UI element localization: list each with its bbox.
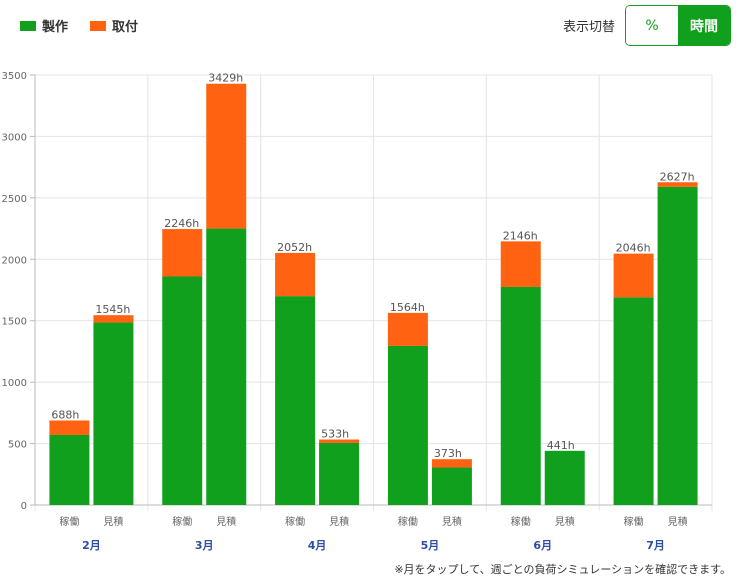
bar-production[interactable] [162,276,203,505]
y-tick-label: 3500 [2,71,27,82]
legend-swatch-production [20,20,36,31]
bar-production[interactable] [431,467,472,505]
bar-installation[interactable] [49,420,90,435]
x-category-label: 見積 [668,515,688,528]
display-toggle-label: 表示切替 [562,20,615,35]
bar-total-label: 2052h [277,241,312,254]
bar-total-label: 2627h [660,170,695,183]
bar-installation[interactable] [431,459,472,468]
x-category-label: 見積 [555,515,575,528]
x-category-label: 稼働 [398,515,418,528]
chart-legend: 製作 取付 [20,16,160,35]
bar-installation[interactable] [93,315,134,323]
bar-production[interactable] [206,228,247,506]
bar-installation[interactable] [275,252,316,297]
x-category-label: 稼働 [624,515,644,528]
y-tick-label: 2500 [2,194,27,205]
bar-total-label: 688h [51,408,79,421]
bar-production[interactable] [319,442,360,505]
bar-installation[interactable] [206,83,247,229]
x-category-label: 見積 [329,515,349,528]
y-tick-label: 1500 [2,317,27,328]
bar-production[interactable] [93,322,134,505]
y-tick-label: 0 [21,501,27,512]
legend-item-production[interactable]: 製作 [20,16,68,35]
month-label[interactable]: 6月 [533,539,552,552]
percent-toggle-button[interactable]: % [626,6,678,45]
legend-item-installation[interactable]: 取付 [90,16,138,35]
display-toggle-group: % 時間 [625,5,731,46]
bar-installation[interactable] [500,241,541,287]
y-tick-label: 2000 [2,255,27,266]
bar-total-label: 2046h [616,242,651,255]
legend-label-production: 製作 [42,20,69,35]
bar-total-label: 2246h [164,217,199,230]
x-category-label: 見積 [216,515,236,528]
x-category-label: 見積 [442,515,462,528]
display-toggle: 表示切替 % 時間 [563,5,731,46]
bar-total-label: 1564h [390,301,425,314]
bar-installation[interactable] [162,229,203,277]
legend-label-installation: 取付 [112,20,139,35]
stacked-bar-chart: 0 500 1000 1500 2000 2500 3000 3500 688h 稼働 1545h 見… [2,71,713,552]
hours-toggle-button[interactable]: 時間 [678,6,730,45]
bar-total-label: 3429h [208,72,243,85]
x-category-label: 稼働 [285,515,305,528]
month-label[interactable]: 4月 [308,539,327,552]
bar-installation[interactable] [613,253,654,298]
bar-production[interactable] [544,450,585,505]
x-category-label: 稼働 [172,515,192,528]
x-category-label: 稼働 [511,515,531,528]
bar-total-label: 441h [547,439,575,452]
y-tick-label: 1000 [2,378,27,389]
footnote: ※月をタップして、週ごとの負荷シミュレーションを確認できます。 [394,563,731,576]
y-tick-label: 3000 [2,132,27,143]
bar-production[interactable] [387,345,428,505]
bar-total-label: 533h [321,428,349,441]
bar-production[interactable] [613,297,654,505]
month-label[interactable]: 7月 [646,539,665,552]
bar-total-label: 1545h [95,303,130,316]
x-category-label: 見積 [103,515,123,528]
x-category-label: 稼働 [59,515,79,528]
month-label[interactable]: 5月 [421,539,440,552]
bar-installation[interactable] [319,439,360,443]
month-label[interactable]: 3月 [195,539,214,552]
bar-total-label: 2146h [503,229,538,242]
bar-production[interactable] [500,286,541,505]
bar-installation[interactable] [387,312,428,346]
month-label[interactable]: 2月 [82,539,101,552]
bar-production[interactable] [275,296,316,505]
bar-production[interactable] [49,434,90,505]
bar-production[interactable] [657,186,698,506]
legend-swatch-installation [90,20,107,31]
y-tick-label: 500 [8,440,27,451]
bar-total-label: 373h [434,447,462,460]
bar-installation[interactable] [657,182,698,187]
